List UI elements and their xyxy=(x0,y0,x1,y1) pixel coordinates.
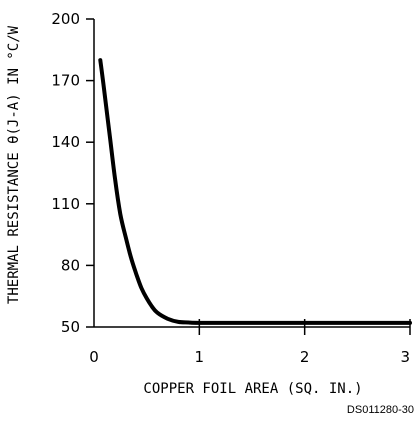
y-axis-ticks: 50 80 110 140 170 200 xyxy=(51,10,94,336)
x-tick-label: 0 xyxy=(89,348,99,366)
x-axis-ticks: 0 1 2 3 xyxy=(89,319,411,366)
y-tick-label: 140 xyxy=(51,133,80,151)
x-axis-title: COPPER FOIL AREA (SQ. IN.) xyxy=(143,381,362,397)
series-line xyxy=(98,58,412,325)
y-axis-title: THERMAL RESISTANCE θ(J-A) IN °C/W xyxy=(6,25,22,304)
y-tick-label: 80 xyxy=(61,256,80,274)
x-tick-label: 1 xyxy=(195,348,205,366)
figure-code-label: DS011280-30 xyxy=(347,404,414,416)
y-tick-label: 170 xyxy=(51,72,80,90)
x-tick-label: 3 xyxy=(400,348,410,366)
y-tick-label: 50 xyxy=(61,318,80,336)
x-tick-label: 2 xyxy=(300,348,310,366)
y-tick-label: 200 xyxy=(51,10,80,28)
y-tick-label: 110 xyxy=(51,195,80,213)
